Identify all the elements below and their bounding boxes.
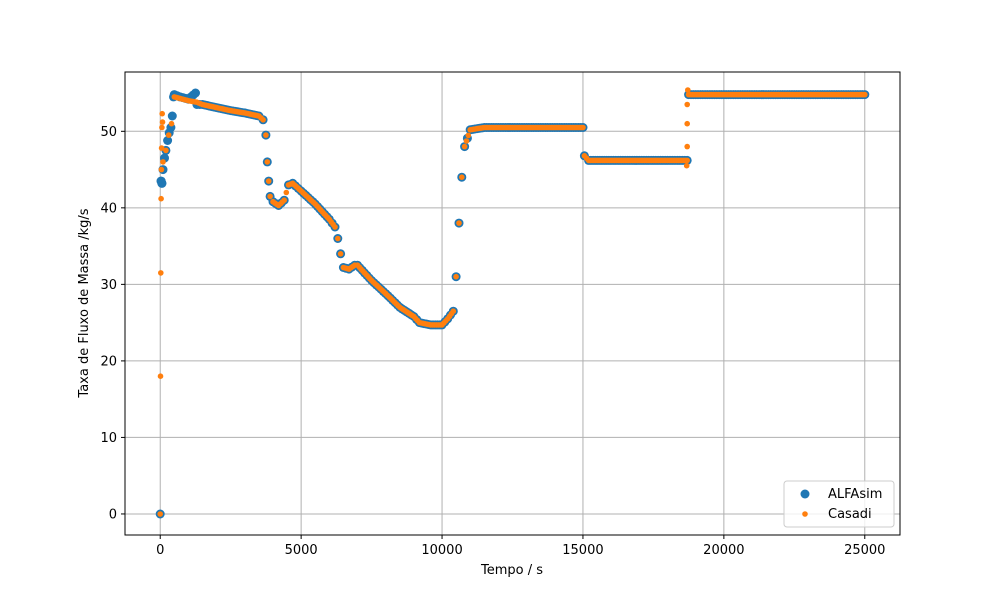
data-point [158, 195, 164, 202]
data-point [683, 162, 690, 169]
data-point [168, 120, 175, 127]
data-point [684, 143, 690, 150]
data-point [159, 124, 165, 131]
data-point [157, 178, 167, 188]
x-tick-label: 5000 [285, 543, 318, 558]
y-tick-label: 50 [100, 125, 117, 140]
data-point [459, 174, 465, 180]
y-tick-label: 30 [100, 278, 117, 293]
data-point [191, 88, 200, 98]
y-tick-label: 0 [109, 507, 117, 522]
data-point [160, 159, 166, 165]
grid [125, 72, 900, 535]
data-point [283, 189, 290, 196]
data-point [281, 197, 288, 203]
data-point [463, 138, 470, 144]
data-point [453, 273, 459, 280]
data-point [337, 251, 344, 257]
y-tick-label: 40 [100, 201, 117, 216]
data-point [163, 147, 169, 154]
data-point [158, 145, 165, 151]
data-point [158, 166, 165, 173]
legend: ALFAsim Casadi [783, 480, 895, 528]
data-point [265, 178, 272, 184]
data-point [264, 159, 271, 165]
data-point [862, 91, 868, 98]
data-point [332, 224, 338, 230]
y-tick-label: 10 [100, 431, 117, 446]
data-point [461, 143, 468, 150]
legend-label-casadi: Casadi [828, 507, 872, 522]
data-point [684, 157, 690, 164]
data-point [260, 117, 266, 123]
data-point [465, 132, 472, 139]
data-point [167, 111, 177, 121]
legend-marker-casadi [802, 511, 808, 517]
data-point [158, 270, 164, 276]
plot-area [155, 87, 870, 519]
y-tick-label: 20 [100, 354, 117, 369]
x-tick-label: 20000 [703, 543, 744, 558]
x-axis-label: Tempo / s [480, 563, 543, 578]
data-point [684, 120, 690, 127]
legend-box [783, 480, 895, 528]
data-point [267, 193, 273, 200]
data-point [685, 87, 691, 93]
x-tick-label: 10000 [421, 543, 462, 558]
plot-frame [124, 71, 901, 536]
data-point [157, 373, 164, 380]
legend-marker-alfasim [800, 489, 810, 499]
data-point [456, 220, 462, 226]
data-point [163, 136, 173, 145]
data-point [165, 132, 172, 138]
legend-label-alfasim: ALFAsim [828, 487, 882, 502]
x-tick-label: 25000 [844, 543, 885, 558]
data-point [159, 119, 166, 125]
data-point [159, 110, 165, 117]
data-point [263, 132, 269, 138]
data-point [450, 308, 457, 315]
data-point [157, 511, 163, 517]
data-point [335, 235, 341, 242]
series-casadi [157, 87, 868, 517]
x-tick-label: 15000 [562, 543, 603, 558]
x-tick-label: 0 [156, 543, 164, 558]
data-point [684, 101, 690, 108]
data-point [580, 124, 586, 131]
axis-ticks: 0 5000 10000 15000 20000 25000 0 10 20 30 40 50 [100, 125, 885, 558]
y-axis-label: Taxa de Fluxo de Massa /kg/s [77, 208, 92, 398]
